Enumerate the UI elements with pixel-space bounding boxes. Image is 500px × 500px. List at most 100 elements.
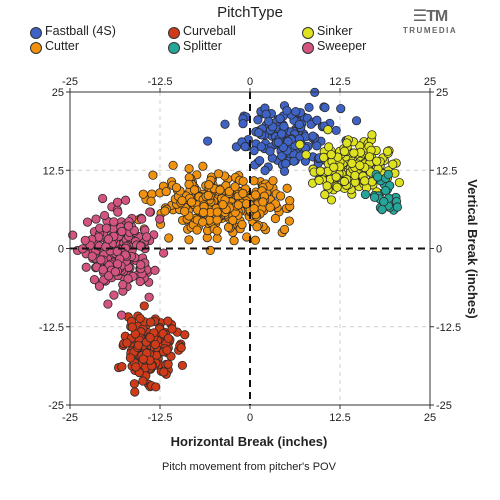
data-point	[252, 222, 262, 232]
data-point	[223, 222, 234, 232]
data-point	[180, 330, 190, 340]
y-axis-label: Vertical Break (inches)	[465, 179, 480, 318]
data-point	[167, 324, 177, 334]
data-point	[377, 205, 387, 215]
data-point	[372, 156, 382, 166]
data-point	[138, 354, 148, 364]
brand-name: TRUMEDIA	[402, 26, 458, 35]
data-point	[342, 138, 352, 148]
data-point	[336, 103, 346, 114]
x-axis-label: Horizontal Break (inches)	[171, 434, 328, 449]
data-point	[192, 225, 202, 235]
data-point	[260, 165, 270, 176]
data-point	[103, 234, 113, 244]
data-point	[81, 262, 91, 272]
data-point	[176, 343, 186, 353]
data-point	[184, 179, 194, 189]
data-point	[80, 235, 90, 245]
data-point	[228, 215, 238, 225]
brand-logo: ☰TM TRUMEDIA	[390, 8, 470, 35]
data-point	[264, 116, 274, 126]
data-point	[113, 207, 123, 217]
data-point	[141, 232, 152, 242]
data-point	[136, 260, 146, 270]
data-point	[159, 248, 169, 258]
data-point	[220, 119, 230, 129]
data-point	[273, 137, 283, 147]
data-point	[160, 206, 170, 216]
data-point	[203, 190, 213, 201]
data-point	[253, 115, 263, 125]
data-point	[270, 213, 281, 224]
data-point	[87, 251, 97, 261]
data-point	[289, 156, 299, 166]
legend-label: Curveball	[183, 24, 236, 38]
legend-label: Sinker	[317, 24, 353, 38]
legend-title: PitchType	[217, 4, 283, 21]
y-tick-label-right: 25	[436, 87, 448, 99]
data-point	[332, 182, 342, 192]
data-point	[101, 223, 112, 233]
data-point	[139, 301, 149, 311]
data-point	[256, 142, 266, 152]
data-point	[164, 233, 174, 243]
data-point	[212, 215, 222, 225]
data-point	[320, 190, 330, 200]
data-point	[308, 131, 318, 141]
data-point	[163, 359, 173, 369]
data-point	[125, 353, 135, 363]
legend-swatch	[168, 42, 180, 54]
data-point	[238, 119, 248, 129]
legend-swatch	[302, 42, 314, 54]
legend-swatch	[302, 27, 314, 39]
data-point	[118, 280, 128, 290]
data-point	[151, 382, 161, 392]
data-point	[138, 189, 148, 199]
data-point	[320, 102, 330, 113]
data-point	[277, 129, 287, 139]
y-tick-label-left: 12.5	[43, 165, 64, 177]
data-point	[161, 186, 171, 197]
x-tick-label-top: 0	[247, 76, 253, 88]
data-point	[212, 226, 222, 236]
legend-swatch	[30, 27, 42, 39]
data-point	[184, 163, 194, 174]
data-point	[240, 142, 250, 152]
data-point	[130, 387, 140, 397]
data-point	[91, 214, 101, 224]
data-point	[281, 159, 291, 169]
data-point	[82, 217, 93, 227]
data-point	[331, 172, 341, 182]
data-point	[249, 146, 259, 156]
data-point	[350, 170, 360, 181]
data-point	[279, 121, 289, 131]
data-point	[294, 119, 304, 130]
data-point	[205, 245, 215, 255]
data-point	[392, 202, 402, 212]
data-point	[145, 207, 155, 217]
data-point	[360, 176, 370, 186]
legend-label: Splitter	[183, 39, 222, 53]
data-point	[138, 376, 148, 386]
data-point	[381, 186, 391, 196]
data-point	[326, 150, 336, 160]
data-point	[275, 114, 285, 124]
data-point	[326, 195, 337, 205]
data-point	[145, 333, 155, 343]
data-point	[121, 195, 131, 205]
data-point	[364, 152, 375, 162]
data-point	[331, 125, 341, 136]
data-point	[349, 148, 359, 158]
data-points	[68, 87, 404, 397]
data-point	[379, 197, 389, 207]
data-point	[187, 197, 197, 207]
data-point	[150, 265, 160, 275]
data-point	[339, 146, 350, 156]
data-point	[276, 191, 286, 201]
data-point	[249, 204, 259, 214]
data-point	[367, 130, 377, 140]
x-tick-label-bottom: 0	[247, 412, 253, 424]
data-point	[146, 196, 156, 206]
data-point	[98, 193, 108, 204]
